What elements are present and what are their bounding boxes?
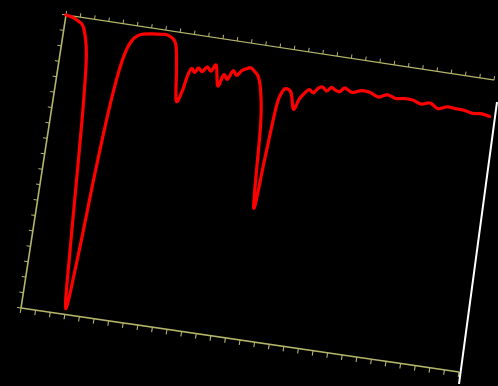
y-tick [57,44,62,47]
x-tick [48,312,51,318]
top-tick [479,73,481,78]
x-tick [355,356,358,363]
top-tick [279,43,282,48]
y-tick [26,245,31,247]
y-tick [40,152,45,155]
top-tick [250,39,253,44]
x-tick [224,337,226,343]
y-tick [54,60,59,62]
x-tick [107,320,110,326]
top-tick [79,13,82,18]
x-tick [180,331,183,337]
top-tick [493,75,496,81]
x-tick [267,344,270,350]
top-tick [464,71,467,76]
y-tick [16,306,22,309]
ticks-group [16,10,496,378]
top-tick [165,26,167,31]
x-tick [151,327,153,333]
y-tick [59,29,64,31]
top-tick [208,32,210,37]
y-tick [38,168,43,170]
x-tick [121,322,124,328]
top-tick [322,49,324,55]
top-tick [108,17,110,22]
x-tick [340,354,343,360]
y-tick [43,137,48,139]
y-tick [33,198,38,201]
top-tick [122,19,125,24]
x-tick [413,365,416,371]
top-tick [293,45,296,50]
y-tick [21,276,26,278]
x-tick [457,371,460,378]
top-tick [450,69,453,74]
x-tick [78,316,80,322]
top-tick [407,62,410,68]
y-tick [52,75,57,78]
x-tick [92,318,95,324]
y-tick [50,91,55,93]
y-axis-line [20,14,67,309]
x-tick [370,359,372,365]
x-tick [63,314,66,320]
series-group [63,13,492,311]
x-tick [399,363,402,369]
x-tick [282,346,285,352]
y-tick [35,183,41,186]
top-tick [193,30,196,35]
top-tick [151,23,153,29]
y-tick [24,260,29,263]
top-tick [265,41,267,46]
top-tick [422,65,424,70]
x-tick [209,335,212,341]
x-tick [253,342,256,348]
x-tick [136,324,139,331]
top-tick [436,67,439,72]
top-tick [308,47,310,52]
x-tick [34,310,37,316]
x-tick [384,361,387,367]
y-tick [47,106,52,109]
y-tick [28,229,33,232]
top-tick [350,54,353,59]
x-tick [238,339,241,346]
y-tick [31,214,36,216]
x-tick [311,350,314,356]
x-tick [428,367,431,373]
top-tick [222,34,225,39]
y-tick [19,291,24,294]
x-tick [297,348,299,354]
top-tick [365,56,367,61]
x-tick [194,333,197,339]
top-tick [336,52,339,57]
top-tick [379,58,381,63]
top-tick [94,15,96,20]
top-tick [179,28,182,33]
top-tick [236,36,239,42]
edge-highlight-line [458,101,498,385]
x-tick [326,352,329,358]
x-tick [443,369,445,375]
y-tick [45,121,50,124]
series-line-0 [63,13,492,311]
top-tick [136,21,139,26]
x-tick [165,329,168,335]
x-tick [19,307,22,314]
top-tick [393,60,396,65]
